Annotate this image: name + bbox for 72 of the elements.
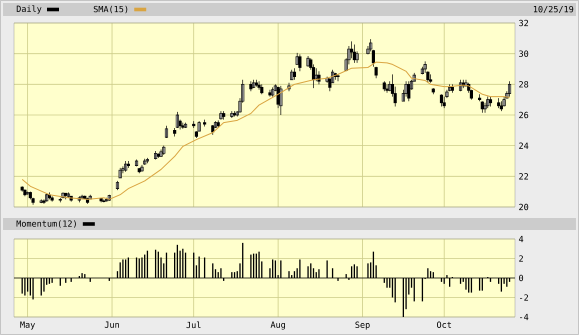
candlestick [385, 84, 389, 94]
candlestick [26, 191, 30, 196]
candlestick [64, 192, 68, 200]
candlestick [407, 80, 410, 102]
candlestick [102, 198, 106, 203]
candlestick [336, 74, 340, 82]
candlestick [124, 160, 128, 172]
candlestick [181, 122, 184, 130]
candlestick [268, 89, 272, 97]
candlestick [50, 196, 54, 202]
candlestick [382, 80, 386, 92]
y-tick-label: -4 [520, 314, 528, 320]
y-tick-label: 4 [518, 236, 524, 242]
x-tick-label: May [20, 322, 35, 330]
legend-label: Momentum(12) [16, 220, 76, 228]
candlestick [486, 96, 490, 108]
candlestick [162, 145, 166, 156]
candlestick [222, 110, 226, 120]
candlestick [290, 69, 294, 80]
y-tick-label: 22 [519, 173, 528, 180]
candlestick [173, 128, 176, 137]
candlestick [134, 159, 138, 167]
candlestick [497, 98, 500, 108]
x-tick-label: Sep [355, 322, 370, 330]
candlestick [203, 119, 206, 127]
legend-label: SMA(15) [94, 6, 128, 14]
candlestick [292, 68, 296, 80]
candlestick [118, 168, 122, 178]
candlestick [20, 186, 24, 192]
candlestick [440, 94, 444, 107]
candlestick [184, 122, 188, 128]
candlestick [140, 164, 144, 172]
candlestick [216, 120, 220, 128]
candlestick [488, 96, 492, 107]
y-tick-label: 0 [519, 274, 524, 282]
candlestick [66, 192, 70, 198]
y-tick-label: 28 [519, 81, 528, 88]
candlestick [271, 87, 274, 97]
candlestick [164, 125, 168, 138]
candlestick [232, 110, 236, 117]
x-tick-label: Aug [270, 322, 285, 330]
line-series [22, 62, 510, 200]
candlestick [156, 152, 160, 158]
candlestick [298, 54, 302, 72]
candlestick [254, 79, 258, 87]
candlestick [508, 80, 512, 97]
y-tick-label: 26 [519, 112, 528, 118]
candlestick [260, 84, 264, 95]
candlestick [500, 100, 503, 112]
candlestick [116, 180, 120, 190]
y-tick-label: 24 [519, 142, 528, 149]
x-tick-label: Jul [186, 322, 201, 328]
candlestick [257, 80, 261, 90]
y-tick-label: 30 [519, 50, 528, 57]
y-tick-label: 20 [519, 204, 528, 210]
candlestick [429, 74, 432, 84]
x-tick-label: Oct [437, 322, 452, 328]
x-tick-label: Jun [104, 322, 119, 328]
candlestick [146, 158, 149, 164]
candlestick [192, 120, 196, 128]
y-tick-label: 2 [519, 255, 523, 262]
candlestick [317, 70, 321, 85]
text: 10/25/19 [534, 6, 574, 14]
candlestick [374, 66, 378, 79]
candlestick [432, 88, 435, 95]
legend-label: Daily [16, 5, 42, 14]
candlestick [143, 158, 146, 166]
candlestick [126, 160, 130, 168]
candlestick [450, 84, 454, 94]
y-tick-label: -2 [520, 294, 528, 301]
candlestick [45, 192, 48, 202]
y-tick-label: 32 [519, 20, 528, 26]
